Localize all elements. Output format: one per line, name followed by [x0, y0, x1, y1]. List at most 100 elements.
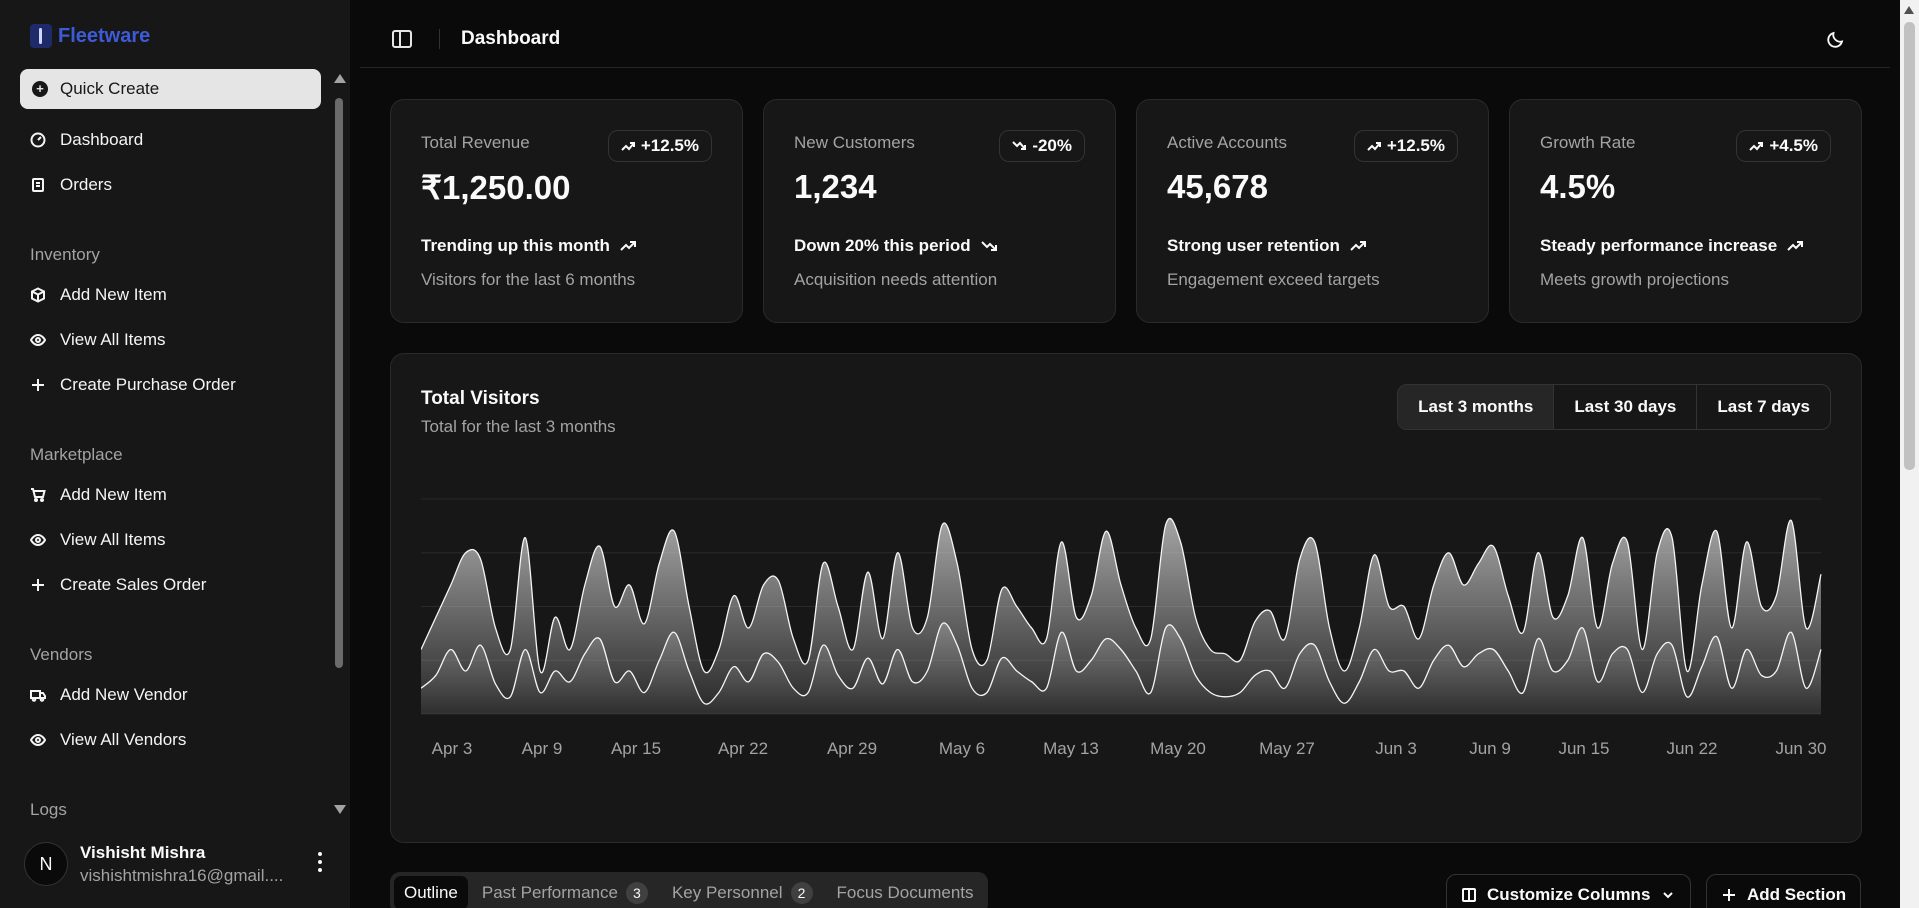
trending-up-icon	[620, 241, 636, 251]
user-info: Vishisht Mishra vishishtmishra16@gmail..…	[80, 843, 283, 886]
card-footer: Trending up this month	[421, 236, 636, 256]
x-tick-label: Jun 15	[1558, 739, 1609, 758]
trend-badge: -20%	[999, 130, 1085, 162]
section-tabs: Outline Past Performance 3 Key Personnel 2…	[390, 872, 988, 908]
quick-create-button[interactable]: + Quick Create	[20, 69, 321, 109]
tab-focus-documents[interactable]: Focus Documents	[827, 876, 984, 908]
vendors-nav: Add New Vendor View All Vendors	[20, 672, 321, 762]
card-footer-text: Steady performance increase	[1540, 236, 1778, 255]
top-bar: Dashboard	[360, 10, 1890, 68]
marketplace-nav: Add New Item View All Items Create Sales…	[20, 472, 321, 607]
quick-create-label: Quick Create	[60, 79, 160, 98]
clipboard-icon	[32, 177, 44, 192]
range-3-months-button[interactable]: Last 3 months	[1398, 385, 1554, 429]
button-label: Add Section	[1747, 885, 1847, 904]
more-vertical-icon[interactable]	[316, 852, 324, 872]
sidebar-item-purchase-order[interactable]: Create Purchase Order	[20, 362, 321, 407]
moon-icon[interactable]	[1826, 29, 1846, 49]
tab-past-performance[interactable]: Past Performance 3	[472, 876, 658, 908]
badge-value: -20%	[1032, 136, 1072, 155]
card-title: Total Revenue	[421, 133, 530, 152]
sidebar-item-marketplace-add[interactable]: Add New Item	[20, 472, 321, 517]
series-line-1	[421, 517, 1822, 674]
plus-circle-icon: +	[32, 81, 48, 97]
tab-label: Outline	[404, 883, 458, 902]
x-tick-label: Jun 22	[1666, 739, 1717, 758]
tab-outline[interactable]: Outline	[394, 876, 468, 908]
content: Total Revenue ₹1,250.00 +12.5% Trending …	[360, 68, 1890, 908]
trending-up-icon	[1787, 241, 1804, 251]
tab-count-badge: 3	[625, 882, 648, 904]
scroll-down-arrow-icon[interactable]	[334, 805, 346, 814]
brand-logo-icon	[30, 24, 52, 48]
x-tick-label: May 20	[1150, 739, 1206, 758]
sidebar-item-label: View All Items	[60, 329, 166, 349]
brand-name: Fleetware	[58, 24, 151, 47]
scroll-up-arrow-icon[interactable]	[1904, 6, 1914, 14]
inventory-nav: Add New Item View All Items Create Purch…	[20, 272, 321, 407]
brand[interactable]: Fleetware	[30, 24, 150, 48]
add-section-button[interactable]: Add Section	[1706, 874, 1862, 908]
columns-icon	[1462, 888, 1476, 902]
scroll-thumb[interactable]	[1904, 22, 1915, 470]
user-email: vishishtmishra16@gmail....	[80, 865, 284, 885]
divider	[439, 29, 440, 49]
card-subtext: Acquisition needs attention	[794, 270, 998, 289]
range-7-days-button[interactable]: Last 7 days	[1696, 385, 1830, 429]
trending-up-icon	[621, 142, 635, 151]
tab-label: Focus Documents	[836, 883, 974, 902]
tab-label: Key Personnel	[671, 883, 783, 902]
sidebar-item-inventory-add[interactable]: Add New Item	[20, 272, 321, 317]
range-30-days-button[interactable]: Last 30 days	[1553, 385, 1696, 429]
page-scrollbar[interactable]	[1900, 0, 1919, 908]
trend-badge: +4.5%	[1736, 130, 1831, 162]
card-value: 1,234	[794, 168, 877, 205]
card-footer-text: Strong user retention	[1167, 236, 1340, 255]
scroll-thumb[interactable]	[335, 98, 343, 668]
sidebar-item-orders[interactable]: Orders	[20, 162, 321, 207]
x-tick-label: Apr 15	[611, 739, 661, 758]
gauge-icon	[30, 132, 46, 147]
button-label: Customize Columns	[1487, 885, 1651, 904]
sidebar-toggle-icon[interactable]	[392, 30, 412, 48]
eye-icon	[30, 533, 46, 546]
sidebar-scrollbar[interactable]	[330, 70, 348, 820]
user-name: Vishisht Mishra	[80, 842, 206, 862]
stat-card-customers: New Customers 1,234 -20% Down 20% this p…	[763, 99, 1116, 323]
scroll-up-arrow-icon[interactable]	[334, 74, 346, 83]
card-footer: Down 20% this period	[794, 236, 997, 256]
sidebar-item-label: Create Purchase Order	[60, 374, 236, 394]
trend-badge: +12.5%	[607, 130, 712, 162]
plus-icon	[32, 578, 44, 591]
x-tick-label: May 13	[1043, 739, 1099, 758]
sidebar: Fleetware + Quick Create Dashboard Order…	[0, 0, 350, 908]
sidebar-item-sales-order[interactable]: Create Sales Order	[20, 562, 321, 607]
sidebar-item-dashboard[interactable]: Dashboard	[20, 117, 321, 162]
trending-up-icon	[1350, 241, 1366, 251]
trending-down-icon	[980, 241, 997, 251]
sidebar-item-add-vendor[interactable]: Add New Vendor	[20, 672, 321, 717]
chart-title: Total Visitors	[421, 388, 540, 409]
x-tick-label: Apr 9	[522, 739, 563, 758]
group-label-vendors: Vendors	[30, 645, 93, 664]
customize-columns-button[interactable]: Customize Columns	[1446, 874, 1692, 908]
x-tick-label: Apr 22	[718, 739, 768, 758]
card-value: ₹1,250.00	[421, 169, 571, 206]
stat-card-growth: Growth Rate 4.5% +4.5% Steady performanc…	[1509, 99, 1862, 323]
sidebar-item-view-vendors[interactable]: View All Vendors	[20, 717, 321, 762]
x-tick-label: Jun 9	[1469, 739, 1511, 758]
sidebar-item-label: Create Sales Order	[60, 574, 207, 594]
group-label-marketplace: Marketplace	[30, 445, 123, 464]
group-label-logs[interactable]: Logs	[30, 800, 67, 819]
user-profile[interactable]: N Vishisht Mishra vishishtmishra16@gmail…	[24, 836, 344, 892]
tab-key-personnel[interactable]: Key Personnel 2	[662, 876, 823, 908]
badge-value: +4.5%	[1769, 136, 1818, 155]
card-value: 4.5%	[1540, 168, 1616, 205]
sidebar-item-label: Add New Item	[60, 484, 167, 504]
visitors-area-chart: Apr 3 Apr 9 Apr 15 Apr 22 Apr 29 May 6 May 13 M…	[421, 498, 1827, 758]
sidebar-item-label: Add New Vendor	[60, 684, 188, 704]
card-footer: Strong user retention	[1167, 236, 1366, 256]
sidebar-item-inventory-view[interactable]: View All Items	[20, 317, 321, 362]
card-value: 45,678	[1167, 168, 1268, 205]
sidebar-item-marketplace-view[interactable]: View All Items	[20, 517, 321, 562]
